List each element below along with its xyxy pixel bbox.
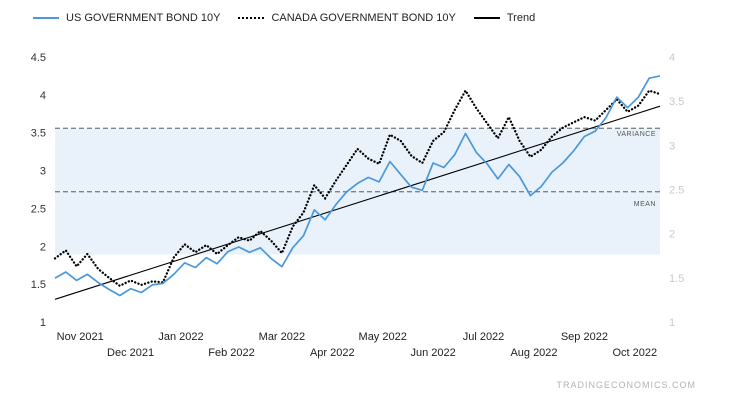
left-axis-ticks-item: 3 xyxy=(40,166,46,178)
legend-item-trend[interactable]: Trend xyxy=(473,12,536,24)
left-axis-ticks-item: 4 xyxy=(40,90,46,102)
right-axis-ticks-item: 2.5 xyxy=(669,185,684,197)
left-axis-ticks-item: 4.5 xyxy=(31,52,46,64)
x-axis-labels-item: May 2022 xyxy=(359,331,407,343)
right-axis-ticks-item: 1 xyxy=(669,317,675,329)
us-bond-series[interactable] xyxy=(54,75,661,297)
left-axis-ticks-item: 3.5 xyxy=(31,128,46,140)
x-axis-labels: Nov 2021 Jan 2022 Mar 2022 May 2022 Jul 2022… xyxy=(57,331,657,359)
us-line-swatch-icon xyxy=(33,17,59,19)
right-axis-ticks-item: 3.5 xyxy=(669,96,684,108)
left-axis-ticks: 1 1.5 2 2.5 3 3.5 4 4.5 xyxy=(31,52,46,329)
x-axis-labels-item: Jun 2022 xyxy=(410,347,455,359)
legend-label-trend: Trend xyxy=(506,12,536,24)
legend-item-us-bond[interactable]: US GOVERNMENT BOND 10Y xyxy=(33,12,220,24)
right-axis-ticks-item: 2 xyxy=(669,229,675,241)
x-axis-labels-item: Aug 2022 xyxy=(510,347,557,359)
tradingeconomics-watermark: TRADINGECONOMICS.COM xyxy=(556,380,696,390)
x-axis-labels-item: Sep 2022 xyxy=(561,331,608,343)
left-axis-ticks-item: 1.5 xyxy=(31,279,46,291)
chart-legend: US GOVERNMENT BOND 10Y CANADA GOVERNMENT… xyxy=(33,12,535,24)
legend-label-canada: CANADA GOVERNMENT BOND 10Y xyxy=(271,12,456,24)
trend-line xyxy=(54,105,661,300)
canada-dotted-swatch-icon xyxy=(238,17,265,19)
left-axis-ticks-item: 2.5 xyxy=(31,203,46,215)
legend-label-us: US GOVERNMENT BOND 10Y xyxy=(66,12,221,24)
x-axis-labels-item: Dec 2021 xyxy=(107,347,154,359)
trend-line-swatch-icon xyxy=(473,17,500,19)
canada-bond-series[interactable] xyxy=(53,88,662,288)
x-axis-labels-item: Oct 2022 xyxy=(612,347,657,359)
legend-item-canada-bond[interactable]: CANADA GOVERNMENT BOND 10Y xyxy=(238,12,456,24)
left-axis-ticks-item: 2 xyxy=(40,241,46,253)
right-axis-ticks-item: 4 xyxy=(669,52,675,64)
left-axis-ticks-item: 1 xyxy=(40,317,46,329)
x-axis-labels-item: Jan 2022 xyxy=(158,331,203,343)
x-axis-labels-item: Jul 2022 xyxy=(463,331,505,343)
x-axis-labels-item: Feb 2022 xyxy=(208,347,254,359)
right-axis-ticks-item: 1.5 xyxy=(669,273,684,285)
variance-label: VARIANCE xyxy=(617,131,656,138)
right-axis-ticks-item: 3 xyxy=(669,140,675,152)
x-axis-labels-item: Apr 2022 xyxy=(310,347,355,359)
x-axis-labels-item: Mar 2022 xyxy=(259,331,305,343)
variance-band xyxy=(55,128,660,255)
x-axis-labels-item: Nov 2021 xyxy=(57,331,104,343)
mean-label: MEAN xyxy=(634,201,656,208)
right-axis-ticks: 1 1.5 2 2.5 3 3.5 4 xyxy=(669,52,684,329)
